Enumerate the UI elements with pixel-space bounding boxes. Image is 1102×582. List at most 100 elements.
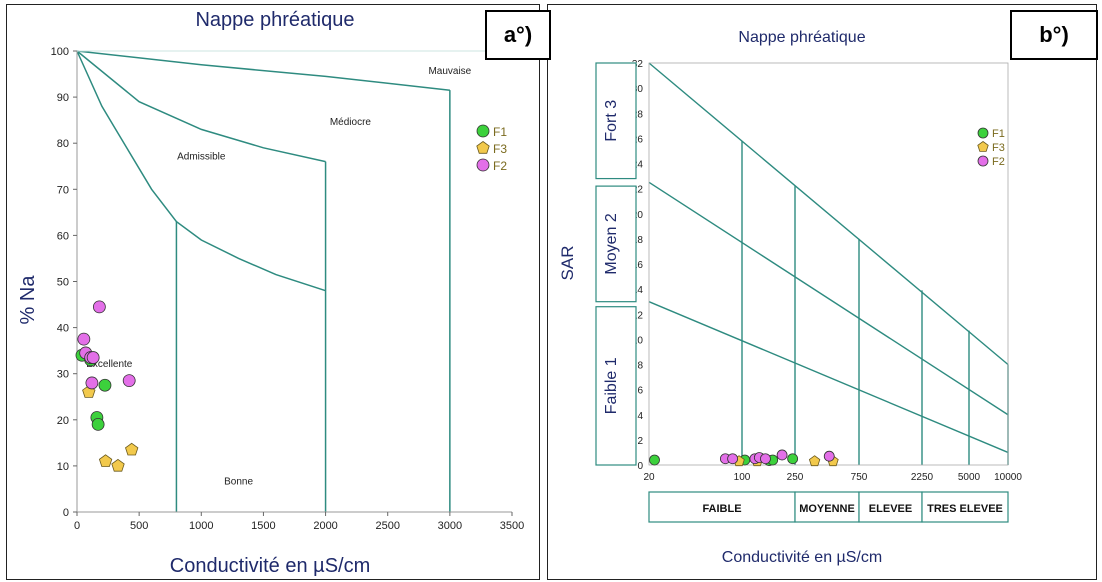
chart-a-zones bbox=[76, 50, 451, 512]
legend-label: F2 bbox=[992, 156, 1005, 168]
legend-label: F1 bbox=[493, 125, 507, 139]
y-tick-label: 90 bbox=[57, 92, 69, 104]
x-tick-label: 750 bbox=[851, 472, 868, 483]
legend-label: F1 bbox=[992, 128, 1005, 140]
y-tick-label: 10 bbox=[57, 461, 69, 473]
salinity-class-box bbox=[794, 491, 860, 523]
chart-a-legend: F1 F3 F2 bbox=[476, 124, 507, 173]
point-F2 bbox=[760, 453, 771, 465]
x-tick-label: 500 bbox=[130, 520, 148, 532]
legend-marker bbox=[476, 124, 490, 138]
point-F2 bbox=[122, 374, 136, 388]
y-tick-label: 0 bbox=[637, 461, 643, 472]
y-tick-label: 20 bbox=[57, 415, 69, 427]
y-tick-label: 28 bbox=[632, 109, 644, 120]
chart-b-legend: F1 F3 F2 bbox=[977, 127, 1005, 168]
x-tick-label: 2500 bbox=[375, 520, 399, 532]
sar-boundary-faible bbox=[648, 301, 1009, 454]
x-tick-label: 2000 bbox=[313, 520, 337, 532]
salinity-class-label: FAIBLE bbox=[702, 503, 741, 515]
y-tick-label: 70 bbox=[57, 184, 69, 196]
chart-a-ticks: 0 500 1000 1500 2000 2500 3000 3500 0 10 20 30 40 50 6… bbox=[51, 46, 525, 532]
boundary-admissible bbox=[76, 50, 326, 163]
boundary-excellente bbox=[76, 50, 326, 292]
x-tick-label: 2250 bbox=[911, 472, 934, 483]
y-tick-label: 80 bbox=[57, 138, 69, 150]
y-tick-label: 30 bbox=[632, 84, 644, 95]
chart-a-zone-labels: Excellente Bonne Admissible Médiocre Mauvais… bbox=[86, 66, 471, 487]
y-tick-label: 6 bbox=[637, 386, 643, 397]
y-tick-label: 20 bbox=[632, 210, 644, 221]
zone-label: Admissible bbox=[177, 151, 226, 162]
y-tick-label: 30 bbox=[57, 369, 69, 381]
point-F1 bbox=[787, 453, 799, 465]
x-tick-label: 0 bbox=[74, 520, 80, 532]
zone-label: Médiocre bbox=[330, 117, 372, 128]
x-tick-label: 5000 bbox=[958, 472, 981, 483]
y-tick-label: 40 bbox=[57, 323, 69, 335]
y-tick-label: 8 bbox=[637, 361, 643, 372]
chart-b-title: Nappe phréatique bbox=[738, 29, 865, 46]
legend-marker bbox=[977, 155, 989, 167]
point-F2 bbox=[727, 453, 739, 465]
sar-boundary-moyen bbox=[648, 181, 1009, 416]
zone-label: Excellente bbox=[86, 359, 133, 370]
point-F2 bbox=[77, 332, 91, 346]
chart-a-title: Nappe phréatique bbox=[195, 9, 354, 31]
salinity-class-box bbox=[921, 491, 1009, 523]
chart-a-ylabel: % Na bbox=[17, 275, 39, 325]
point-F3 bbox=[111, 458, 125, 472]
y-tick-label: 24 bbox=[632, 160, 644, 171]
panel-b-label: b°) bbox=[1010, 10, 1098, 60]
legend-marker bbox=[977, 141, 989, 152]
y-tick-label: 100 bbox=[51, 46, 69, 58]
boundary-mediocre bbox=[76, 50, 450, 91]
point-F2 bbox=[776, 449, 788, 461]
salinity-class-label: MOYENNE bbox=[799, 503, 855, 515]
y-tick-label: 60 bbox=[57, 230, 69, 242]
y-tick-label: 10 bbox=[632, 335, 644, 346]
x-tick-label: 1500 bbox=[251, 520, 275, 532]
chart-a-points bbox=[75, 300, 139, 472]
legend-label: F3 bbox=[493, 142, 507, 156]
y-tick-label: 50 bbox=[57, 277, 69, 289]
sar-boundary-fort bbox=[648, 62, 1009, 366]
chart-b-ylabel: SAR bbox=[558, 246, 577, 281]
x-tick-label: 3000 bbox=[438, 520, 462, 532]
sar-class-label: Faible 1 bbox=[603, 357, 620, 414]
y-tick-label: 14 bbox=[632, 285, 644, 296]
x-tick-label: 1000 bbox=[189, 520, 213, 532]
point-F3 bbox=[125, 442, 139, 456]
y-tick-label: 16 bbox=[632, 260, 644, 271]
point-F2 bbox=[86, 351, 100, 364]
sar-class-label: Moyen 2 bbox=[603, 213, 620, 274]
chart-panel-a bbox=[6, 4, 540, 580]
zone-label: Mauvaise bbox=[428, 66, 471, 77]
legend-marker bbox=[977, 127, 989, 139]
legend-marker bbox=[476, 158, 490, 172]
sar-class-box bbox=[595, 185, 637, 303]
salinity-class-box bbox=[858, 491, 923, 523]
chart-b-xlabel: Conductivité en µS/cm bbox=[722, 549, 882, 566]
sar-class-box bbox=[595, 62, 637, 180]
y-tick-label: 0 bbox=[63, 507, 69, 519]
y-tick-label: 22 bbox=[632, 185, 644, 196]
panel-a-label: a°) bbox=[485, 10, 551, 60]
x-tick-label: 100 bbox=[734, 472, 751, 483]
legend-marker bbox=[476, 141, 490, 154]
legend-label: F2 bbox=[493, 159, 507, 173]
salinity-class-label: ELEVEE bbox=[869, 503, 912, 515]
salinity-class-label: TRES ELEVEE bbox=[927, 503, 1003, 515]
y-tick-label: 18 bbox=[632, 235, 644, 246]
point-F1 bbox=[98, 378, 112, 392]
sar-class-box bbox=[595, 306, 637, 466]
point-F2 bbox=[92, 300, 106, 314]
point-F3 bbox=[808, 455, 821, 467]
point-F1 bbox=[649, 454, 660, 466]
chart-panel-b bbox=[547, 4, 1097, 580]
sar-class-label: Fort 3 bbox=[603, 100, 620, 142]
x-tick-label: 10000 bbox=[994, 472, 1022, 483]
point-F2 bbox=[823, 450, 835, 462]
point-F2 bbox=[85, 376, 99, 390]
